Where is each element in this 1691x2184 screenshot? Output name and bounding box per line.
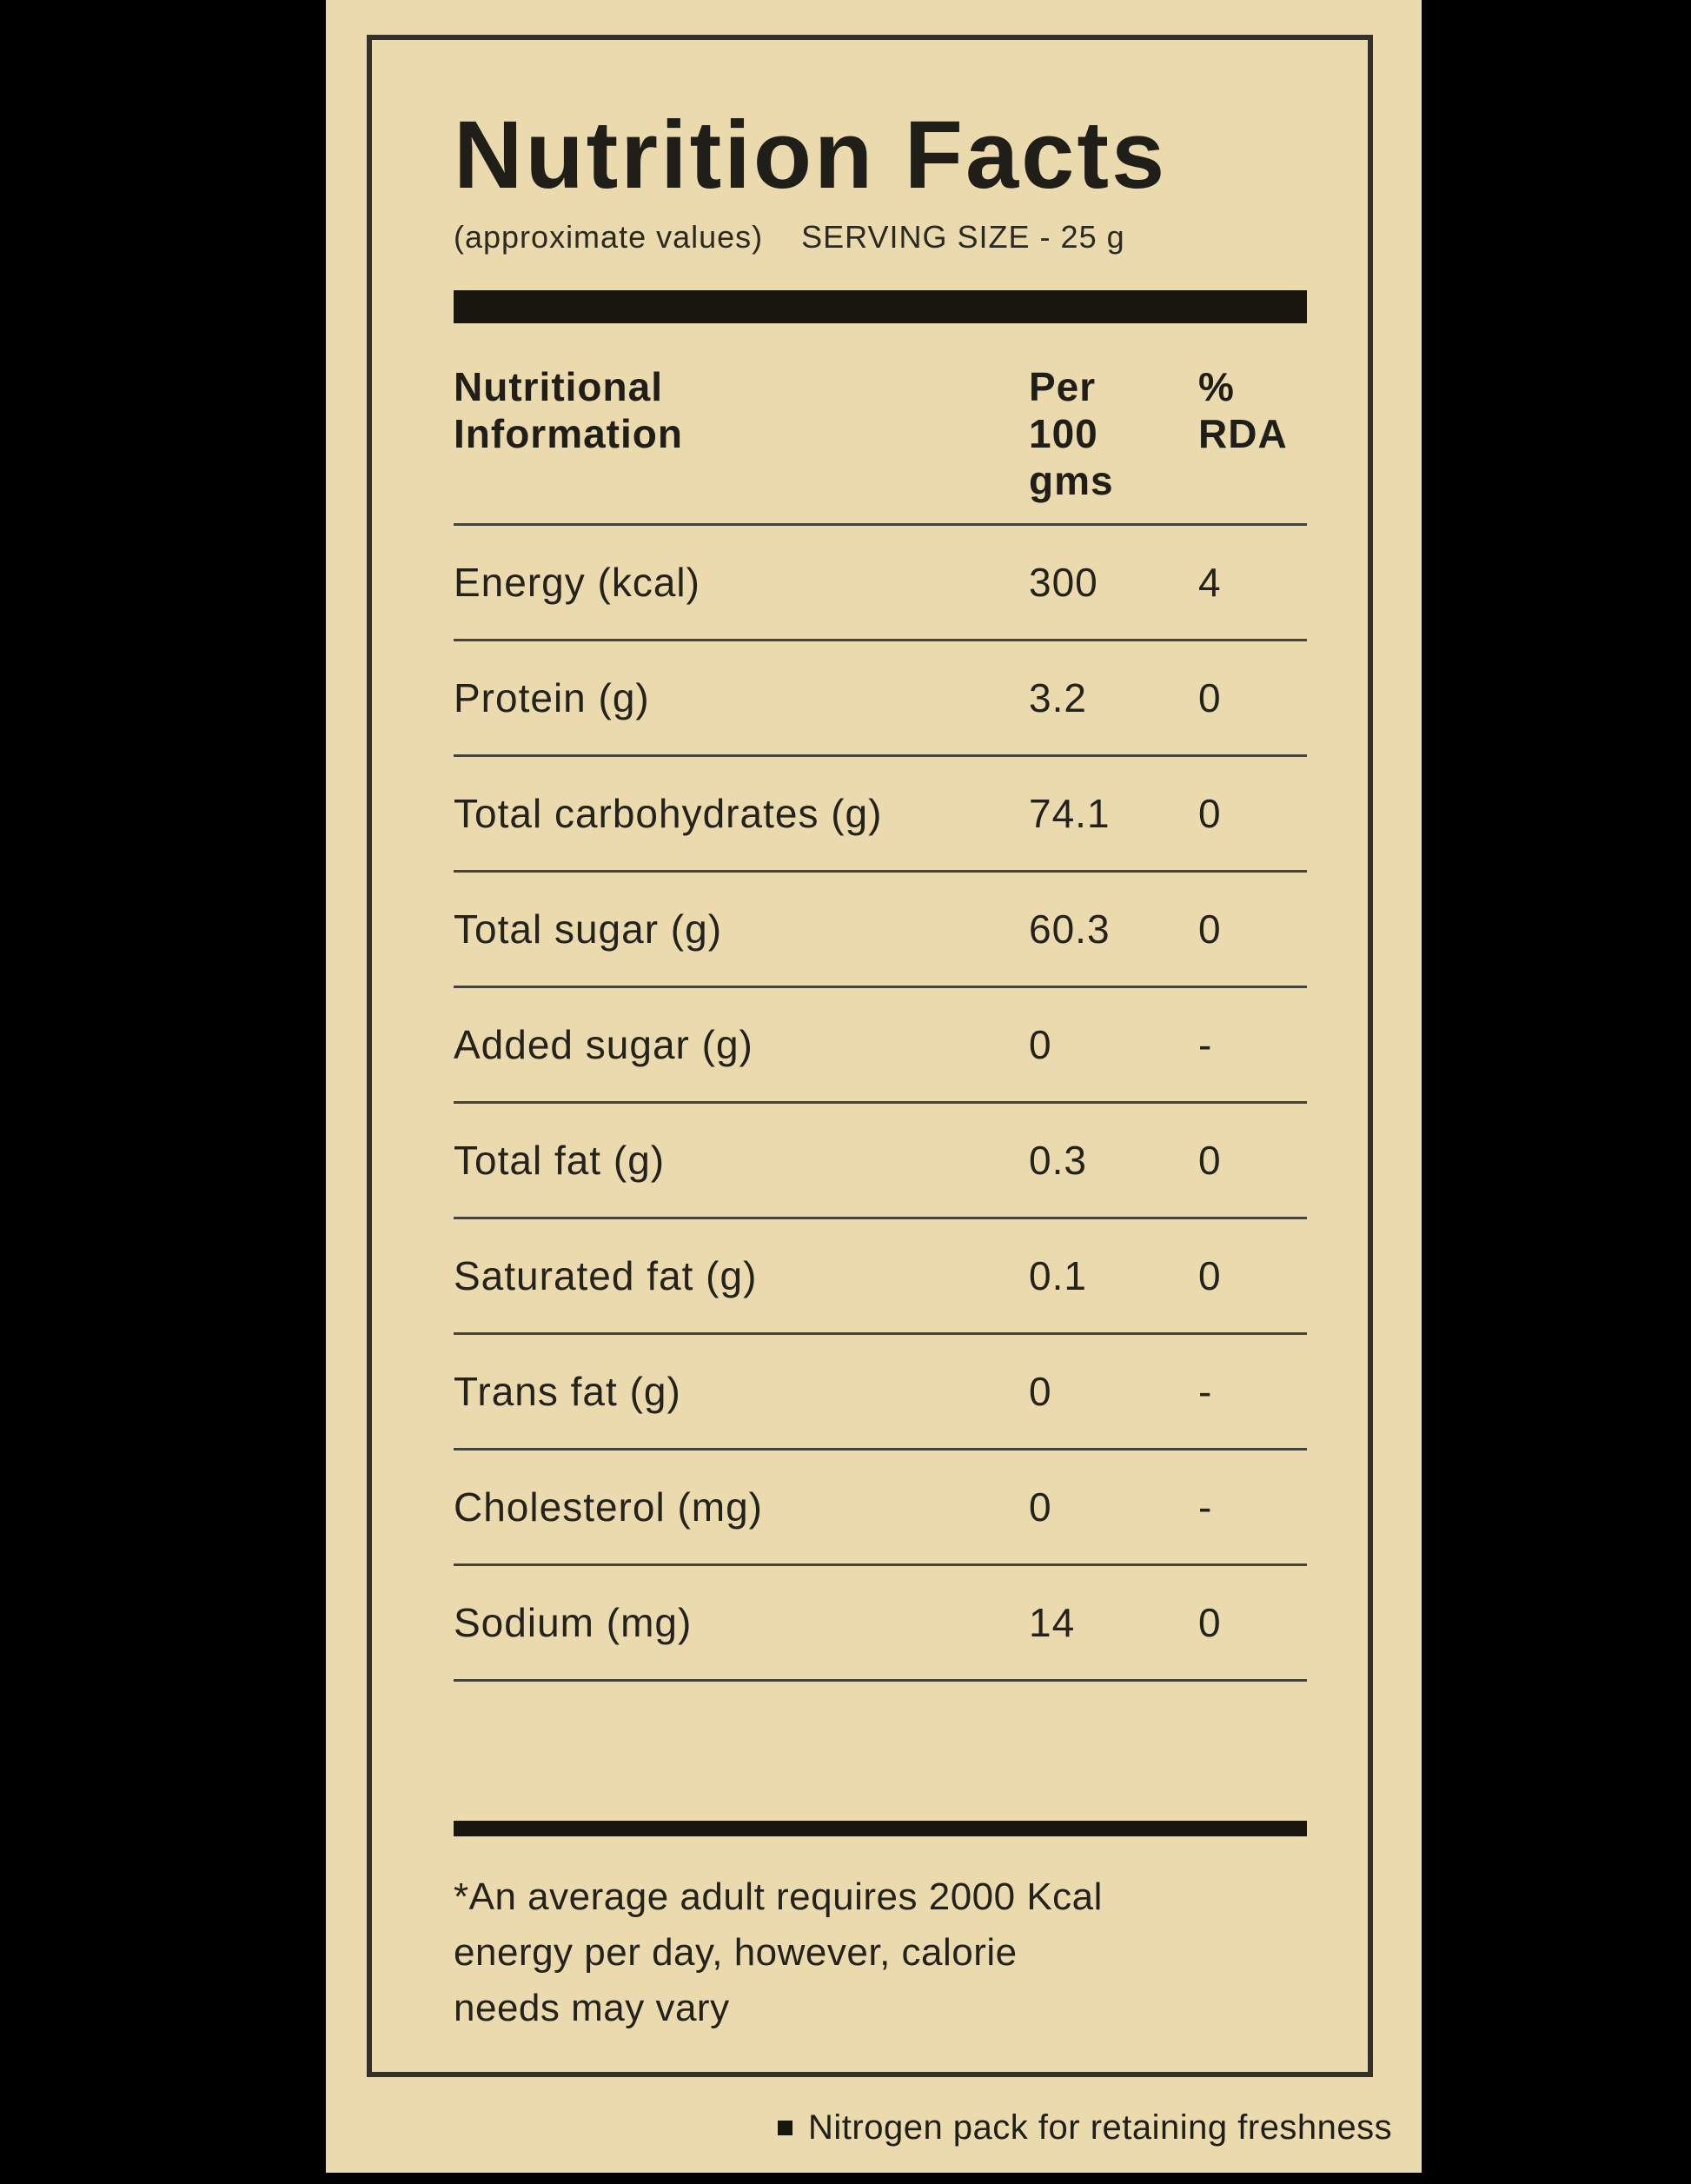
row-value-rda: - xyxy=(1198,1369,1213,1414)
row-label: Protein (g) xyxy=(454,675,650,720)
table-row: Total carbohydrates (g) 74.1 0 xyxy=(454,757,1307,873)
table-row: Protein (g) 3.2 0 xyxy=(454,641,1307,757)
nutrition-table: Energy (kcal) 300 4 Protein (g) 3.2 0 To… xyxy=(454,523,1307,1682)
subtitle-row: (approximate values) SERVING SIZE - 25 g xyxy=(454,219,1307,256)
footnote-line: energy per day, however, calorie xyxy=(454,1931,1018,1974)
row-value-rda: 0 xyxy=(1198,1253,1222,1298)
row-value-per-100g: 0.3 xyxy=(1029,1138,1087,1183)
row-value-per-100g: 0 xyxy=(1029,1484,1052,1530)
nutrition-facts-box: Nutrition Facts (approximate values) SER… xyxy=(367,35,1373,2077)
row-value-per-100g: 0 xyxy=(1029,1369,1052,1414)
table-row: Added sugar (g) 0 - xyxy=(454,988,1307,1104)
row-label: Total sugar (g) xyxy=(454,906,723,952)
nitrogen-pack-note: Nitrogen pack for retaining freshness xyxy=(778,2108,1392,2147)
row-value-rda: - xyxy=(1198,1484,1213,1530)
header-nutritional-information: Nutritional Information xyxy=(454,364,683,456)
row-label: Total carbohydrates (g) xyxy=(454,791,883,836)
row-value-rda: 0 xyxy=(1198,675,1222,720)
table-row: Sodium (mg) 14 0 xyxy=(454,1566,1307,1682)
table-row: Total fat (g) 0.3 0 xyxy=(454,1104,1307,1219)
row-value-per-100g: 300 xyxy=(1029,560,1098,605)
row-value-rda: 0 xyxy=(1198,1138,1222,1183)
row-label: Cholesterol (mg) xyxy=(454,1484,763,1530)
rda-footnote: *An average adult requires 2000 Kcal ene… xyxy=(454,1869,1307,2036)
table-row: Saturated fat (g) 0.1 0 xyxy=(454,1219,1307,1335)
footer-separator-bar xyxy=(454,1821,1307,1836)
row-value-rda: - xyxy=(1198,1022,1213,1067)
row-value-rda: 0 xyxy=(1198,906,1222,952)
row-label: Total fat (g) xyxy=(454,1138,666,1183)
table-row: Cholesterol (mg) 0 - xyxy=(454,1450,1307,1566)
row-label: Energy (kcal) xyxy=(454,560,700,605)
row-value-rda: 0 xyxy=(1198,1600,1222,1645)
table-row: Total sugar (g) 60.3 0 xyxy=(454,873,1307,988)
row-value-per-100g: 60.3 xyxy=(1029,906,1111,952)
square-bullet-icon xyxy=(778,2121,792,2135)
row-value-per-100g: 0.1 xyxy=(1029,1253,1087,1298)
row-label: Sodium (mg) xyxy=(454,1600,693,1645)
row-label: Trans fat (g) xyxy=(454,1369,681,1414)
table-header: Nutritional Information Per 100 gms % RD… xyxy=(454,363,1307,504)
serving-size-text: SERVING SIZE - 25 g xyxy=(801,219,1125,255)
row-value-per-100g: 14 xyxy=(1029,1600,1076,1645)
header-per-100-gms: Per 100 gms xyxy=(1029,364,1114,503)
nutrition-facts-title: Nutrition Facts xyxy=(454,102,1168,209)
row-value-per-100g: 0 xyxy=(1029,1022,1052,1067)
row-value-per-100g: 74.1 xyxy=(1029,791,1111,836)
approximate-values-text: (approximate values) xyxy=(454,219,764,255)
header-separator-bar xyxy=(454,290,1307,323)
row-value-per-100g: 3.2 xyxy=(1029,675,1087,720)
header-percent-rda: % RDA xyxy=(1198,364,1288,456)
row-value-rda: 4 xyxy=(1198,560,1222,605)
row-label: Added sugar (g) xyxy=(454,1022,753,1067)
nitrogen-pack-note-text: Nitrogen pack for retaining freshness xyxy=(808,2108,1393,2147)
table-row: Energy (kcal) 300 4 xyxy=(454,526,1307,641)
footnote-line: *An average adult requires 2000 Kcal xyxy=(454,1875,1103,1918)
row-label: Saturated fat (g) xyxy=(454,1253,758,1298)
table-row: Trans fat (g) 0 - xyxy=(454,1335,1307,1450)
label-panel: Nutrition Facts (approximate values) SER… xyxy=(326,0,1422,2173)
row-value-rda: 0 xyxy=(1198,791,1222,836)
footnote-line: needs may vary xyxy=(454,1987,730,2029)
